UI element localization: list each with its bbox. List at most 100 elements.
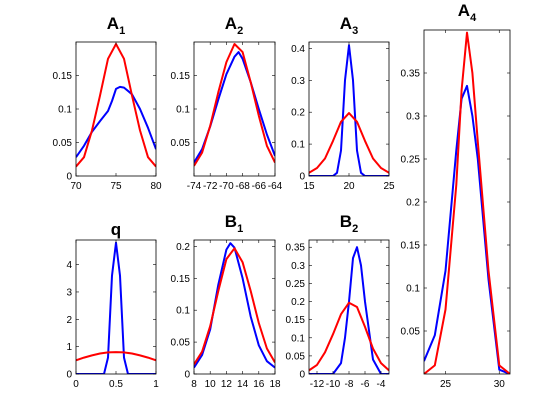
x-tick-label: -66 [252,181,267,192]
y-tick-label: 0.3 [406,112,420,123]
x-tick-label: 20 [343,181,355,192]
y-tick-label: 0.05 [401,327,421,338]
subplot-title-subscript: 1 [237,223,243,235]
series-line-red [194,247,275,365]
y-tick-label: 0.1 [176,105,190,116]
y-tick-label: 0.35 [286,243,306,254]
x-tick-label: 80 [150,181,162,192]
subplot-B2: B2 -12 -10 -8 -6 -4 0 0.05 0.1 0.15 0.2 0.25 0.3 0.35 [286,212,390,390]
x-tick-label: -64 [268,181,283,192]
y-tick-label: 0 [66,172,72,183]
x-tick-label: -4 [377,379,386,390]
y-tick-label: 0 [299,370,305,381]
x-tick-label: 15 [303,181,315,192]
y-tick-label: 0.35 [401,69,421,80]
y-tick-label: 2 [66,315,72,326]
y-tick-label: 0.1 [291,140,305,151]
y-tick-label: 0 [66,370,72,381]
x-tick-label: 12 [221,379,233,390]
series-line-red [309,301,389,372]
subplot-title-subscript: 4 [470,12,477,24]
x-tick-label: 10 [205,379,217,390]
x-tick-label: 75 [110,181,122,192]
series-line-red [309,112,389,174]
subplot-title: A4 [458,1,477,24]
y-tick-label: 0.4 [291,44,305,55]
series-line-red [76,351,156,362]
x-tick-label: 25 [383,181,395,192]
x-tick-label: 18 [269,379,281,390]
x-tick-label: 70 [70,181,82,192]
subplot-title-subscript: 3 [352,25,358,37]
subplot-title-main: A [107,14,119,33]
series-line-blue [309,44,389,176]
y-tick-label: 0.2 [176,242,190,253]
axes-frame [193,239,276,375]
x-tick-label: -10 [326,379,341,390]
subplot-title: q [111,220,121,239]
series-line-blue [309,246,389,374]
subplot-title-subscript: 1 [119,25,125,37]
y-tick-label: 4 [66,260,72,271]
subplot-title: B1 [225,212,243,235]
y-tick-label: 0.05 [53,138,73,149]
y-tick-label: 0.1 [406,284,420,295]
y-tick-label: 1 [66,342,72,353]
y-tick-label: 0.15 [401,241,421,252]
y-tick-label: 0.05 [286,351,306,362]
y-tick-label: 3 [66,287,72,298]
y-tick-label: 0.2 [291,297,305,308]
series-line-red [194,43,275,167]
subplot-title-main: B [340,212,352,231]
x-tick-label: 0.5 [109,379,123,390]
x-tick-label: -8 [345,379,354,390]
y-tick-label: 0.15 [171,274,191,285]
x-tick-label: 30 [494,379,506,390]
y-tick-label: 0.15 [171,71,191,82]
subplot-A2: A2 -74 -72 -70 -68 -66 -64 0.05 0.1 0.15 [171,14,283,192]
y-tick-label: 0.1 [291,333,305,344]
subplot-title: A2 [225,14,243,37]
y-tick-label: 0.25 [286,279,306,290]
y-tick-label: 0.05 [171,338,191,349]
x-tick-label: 16 [253,379,265,390]
y-tick-label: 0.1 [58,105,72,116]
subplot-q: q 0 0.5 1 0 1 2 3 4 [66,220,159,390]
x-tick-label: 0 [73,379,79,390]
subplot-title-main: B [225,212,237,231]
y-tick-label: 0 [299,172,305,183]
series-line-red [424,31,510,374]
x-tick-label: -72 [203,181,218,192]
y-tick-label: 0.05 [171,138,191,149]
x-tick-label: -74 [187,181,202,192]
x-tick-label: 1 [153,379,159,390]
y-tick-label: 0.3 [291,261,305,272]
x-tick-label: -6 [361,379,370,390]
subplot-title-main: q [111,220,121,239]
subplot-title-main: A [225,14,237,33]
subplot-title: A3 [340,14,358,37]
subplot-title-main: A [458,1,470,20]
x-tick-label: -12 [310,379,325,390]
y-tick-label: 0.2 [291,108,305,119]
y-tick-label: 0.25 [401,155,421,166]
y-tick-label: 0.15 [286,315,306,326]
y-tick-label: 0 [184,370,190,381]
subplot-A3: A3 15 20 25 0 0.1 0.2 0.3 0.4 [291,14,395,192]
y-tick-label: 0.15 [53,71,73,82]
y-tick-label: 0.3 [291,76,305,87]
subplot-A4: A4 25 30 0.05 0.1 0.15 0.2 0.25 0.3 0.35 [401,1,511,390]
y-tick-label: 0.2 [406,198,420,209]
x-tick-label: -70 [219,181,234,192]
subplot-title: A1 [107,14,125,37]
x-tick-label: 14 [237,379,249,390]
x-tick-label: 25 [440,379,452,390]
x-tick-label: -68 [235,181,250,192]
x-tick-label: 8 [191,379,197,390]
subplot-title: B2 [340,212,358,235]
subplot-A1: A1 70 75 80 0 0.05 0.1 0.15 [53,14,162,192]
subplot-title-main: A [340,14,352,33]
